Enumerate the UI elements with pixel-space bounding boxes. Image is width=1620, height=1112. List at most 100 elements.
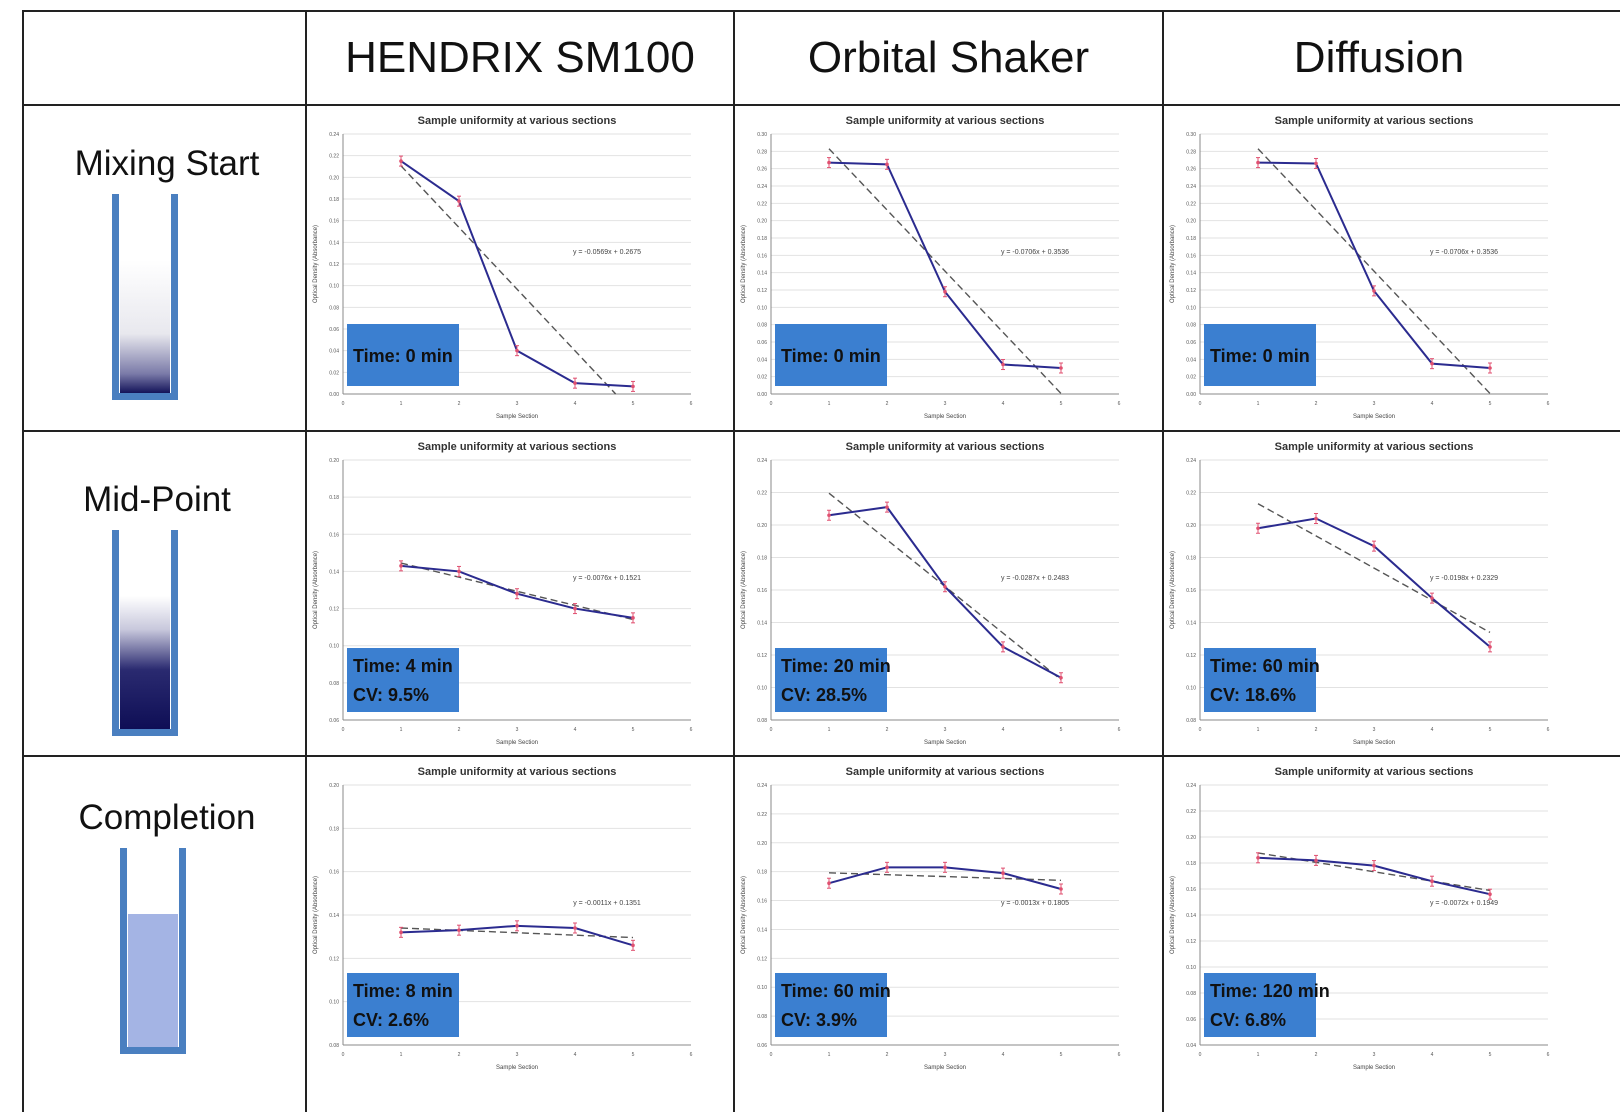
y-tick-label: 0.20 bbox=[1186, 523, 1196, 529]
chart: Sample uniformity at various sections 0.0… bbox=[313, 441, 693, 746]
data-point bbox=[827, 881, 831, 886]
data-point bbox=[943, 289, 947, 294]
y-tick-label: 0.12 bbox=[329, 607, 339, 613]
x-tick-label: 0 bbox=[770, 401, 773, 407]
cv-label: CV: 28.5% bbox=[781, 685, 867, 705]
comparison-table: HENDRIX SM100 Orbital Shaker Diffusion M… bbox=[22, 10, 1620, 1112]
x-tick-label: 4 bbox=[1002, 401, 1005, 407]
vial-completion-icon bbox=[120, 848, 186, 1054]
chart-title: Sample uniformity at various sections bbox=[1275, 441, 1474, 453]
data-point bbox=[1372, 863, 1376, 868]
time-label-box bbox=[347, 648, 459, 712]
cv-label: CV: 9.5% bbox=[353, 685, 429, 705]
y-tick-label: 0.04 bbox=[1186, 357, 1196, 363]
x-tick-label: 6 bbox=[690, 401, 693, 407]
data-point bbox=[457, 199, 461, 203]
column-header-diffusion: Diffusion bbox=[1293, 33, 1465, 82]
y-tick-label: 0.08 bbox=[757, 323, 767, 329]
y-tick-label: 0.10 bbox=[329, 284, 339, 290]
x-tick-label: 4 bbox=[1431, 727, 1434, 733]
time-label-box bbox=[1204, 648, 1316, 712]
x-tick-label: 2 bbox=[1315, 727, 1318, 733]
x-tick-label: 1 bbox=[400, 727, 403, 733]
x-axis-label: Sample Section bbox=[924, 740, 966, 746]
data-point bbox=[573, 606, 577, 611]
y-tick-label: 0.10 bbox=[329, 644, 339, 650]
cv-label: CV: 6.8% bbox=[1210, 1010, 1286, 1030]
x-tick-label: 5 bbox=[1060, 727, 1063, 733]
chart: Sample uniformity at various sections 0.0… bbox=[741, 115, 1121, 420]
time-label-box bbox=[775, 648, 887, 712]
x-tick-label: 6 bbox=[1547, 1052, 1550, 1058]
y-tick-label: 0.08 bbox=[1186, 991, 1196, 997]
y-tick-label: 0.18 bbox=[1186, 236, 1196, 242]
y-tick-label: 0.04 bbox=[1186, 1043, 1196, 1049]
y-tick-label: 0.16 bbox=[757, 588, 767, 594]
x-tick-label: 0 bbox=[1199, 401, 1202, 407]
x-axis-label: Sample Section bbox=[496, 414, 538, 420]
y-tick-label: 0.10 bbox=[757, 305, 767, 311]
data-point bbox=[573, 926, 577, 930]
data-point bbox=[399, 930, 403, 935]
y-tick-label: 0.24 bbox=[757, 184, 767, 190]
y-tick-label: 0.14 bbox=[1186, 621, 1196, 627]
y-tick-label: 0.06 bbox=[1186, 1017, 1196, 1023]
time-label-box bbox=[347, 973, 459, 1037]
row-label-mid-point: Mid-Point bbox=[83, 480, 231, 519]
y-tick-label: 0.04 bbox=[757, 357, 767, 363]
y-tick-label: 0.14 bbox=[757, 927, 767, 933]
y-tick-label: 0.10 bbox=[1186, 305, 1196, 311]
x-tick-label: 1 bbox=[828, 401, 831, 407]
x-tick-label: 5 bbox=[1489, 1052, 1492, 1058]
x-axis-label: Sample Section bbox=[1353, 414, 1395, 420]
chart-title: Sample uniformity at various sections bbox=[418, 766, 617, 778]
y-axis-label: Optical Density (Absorbance) bbox=[741, 876, 747, 954]
data-point bbox=[1059, 675, 1063, 680]
y-tick-label: 0.02 bbox=[1186, 375, 1196, 381]
y-tick-label: 0.16 bbox=[1186, 887, 1196, 893]
y-tick-label: 0.24 bbox=[1186, 184, 1196, 190]
y-tick-label: 0.14 bbox=[329, 913, 339, 919]
x-tick-label: 5 bbox=[1060, 401, 1063, 407]
y-tick-label: 0.20 bbox=[329, 783, 339, 789]
y-tick-label: 0.06 bbox=[1186, 340, 1196, 346]
y-tick-label: 0.16 bbox=[757, 253, 767, 259]
time-label: Time: 60 min bbox=[781, 981, 891, 1001]
y-tick-label: 0.18 bbox=[757, 556, 767, 562]
y-tick-label: 0.08 bbox=[329, 305, 339, 311]
y-tick-label: 0.18 bbox=[329, 197, 339, 203]
chart-title: Sample uniformity at various sections bbox=[846, 115, 1045, 127]
y-tick-label: 0.20 bbox=[1186, 835, 1196, 841]
time-label-box bbox=[775, 324, 887, 386]
x-tick-label: 2 bbox=[458, 401, 461, 407]
x-tick-label: 0 bbox=[1199, 1052, 1202, 1058]
time-label: Time: 120 min bbox=[1210, 981, 1330, 1001]
x-tick-label: 0 bbox=[770, 1052, 773, 1058]
x-tick-label: 1 bbox=[400, 401, 403, 407]
time-label-box bbox=[1204, 324, 1316, 386]
y-tick-label: 0.08 bbox=[329, 681, 339, 687]
y-tick-label: 0.12 bbox=[329, 956, 339, 962]
y-tick-label: 0.12 bbox=[329, 262, 339, 268]
x-tick-label: 6 bbox=[1547, 727, 1550, 733]
x-tick-label: 2 bbox=[886, 401, 889, 407]
table-divider bbox=[22, 430, 1620, 432]
y-tick-label: 0.28 bbox=[757, 149, 767, 155]
trendline-equation: y = -0.0198x + 0.2329 bbox=[1430, 575, 1498, 582]
y-tick-label: 0.12 bbox=[1186, 288, 1196, 294]
y-axis-label: Optical Density (Absorbance) bbox=[741, 225, 747, 303]
data-point bbox=[1488, 645, 1492, 649]
y-tick-label: 0.06 bbox=[757, 1043, 767, 1049]
time-label: Time: 0 min bbox=[781, 346, 881, 366]
x-tick-label: 4 bbox=[574, 1052, 577, 1058]
y-tick-label: 0.24 bbox=[757, 783, 767, 789]
data-point bbox=[1430, 596, 1434, 600]
data-point bbox=[885, 865, 889, 870]
y-tick-label: 0.14 bbox=[1186, 913, 1196, 919]
chart-title: Sample uniformity at various sections bbox=[846, 441, 1045, 453]
data-point bbox=[1059, 366, 1063, 370]
y-tick-label: 0.22 bbox=[757, 201, 767, 207]
y-tick-label: 0.04 bbox=[329, 349, 339, 355]
data-point bbox=[1001, 871, 1005, 875]
trendline bbox=[400, 927, 634, 939]
